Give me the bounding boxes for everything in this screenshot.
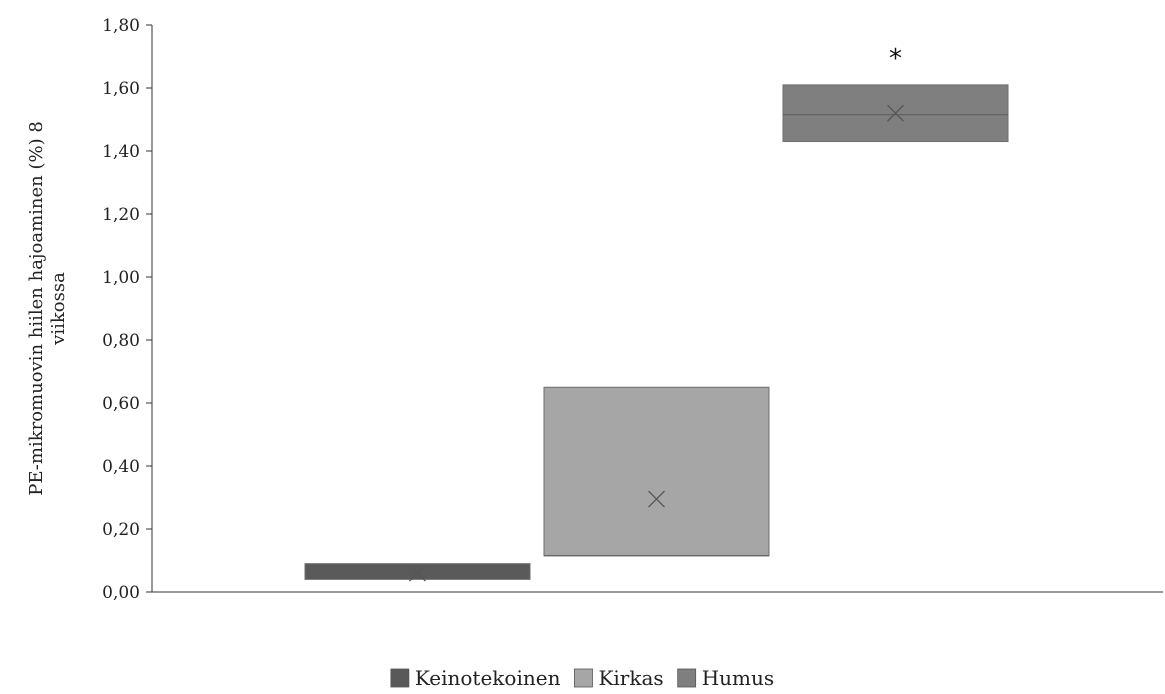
box-kirkas-mean-marker	[648, 490, 665, 508]
y-tick-label: 0,00	[102, 583, 140, 603]
legend-item-kirkas: Kirkas	[574, 666, 664, 690]
y-axis-title-line: viikossa	[48, 272, 69, 346]
y-tick-label: 1,40	[102, 142, 140, 162]
legend: Keinotekoinen Kirkas Humus	[390, 666, 774, 690]
box-humus: *	[782, 44, 1009, 143]
box-kirkas-iqr	[543, 386, 770, 557]
legend-label-humus: Humus	[702, 666, 774, 690]
y-axis-label: PE-mikromuovin hiilen hajoaminen (%) 8vi…	[26, 121, 69, 496]
y-tick-label: 1,80	[102, 16, 140, 36]
y-tick-label: 0,80	[102, 331, 140, 351]
legend-label-kirkas: Kirkas	[598, 666, 663, 690]
legend-label-keinotekoinen: Keinotekoinen	[415, 666, 561, 690]
boxes: *	[304, 44, 1009, 582]
box-keinotekoinen-mean-marker	[409, 564, 426, 582]
legend-item-humus: Humus	[677, 666, 774, 690]
y-axis: 0,00 0,20 0,40 0,60 0,80 1,00 1,20 1,40 1,60 1,80	[102, 16, 153, 603]
significance-annotation: *	[889, 44, 902, 74]
y-axis-title: PE-mikromuovin hiilen hajoaminen (%) 8vi…	[26, 121, 69, 496]
box-kirkas	[543, 386, 770, 557]
legend-swatch-kirkas	[574, 668, 593, 688]
legend-swatch-keinotekoinen	[390, 668, 410, 688]
y-axis-title-line: PE-mikromuovin hiilen hajoaminen (%) 8	[26, 121, 47, 496]
legend-swatch-humus	[677, 668, 697, 688]
y-tick-label: 0,20	[102, 520, 140, 540]
y-tick-label: 1,60	[102, 79, 140, 99]
legend-item-keinotekoinen: Keinotekoinen	[390, 666, 561, 690]
y-tick-label: 0,40	[102, 457, 140, 477]
box-keinotekoinen	[304, 563, 531, 582]
y-tick-label: 1,20	[102, 205, 140, 225]
y-tick-label: 1,00	[102, 268, 140, 288]
y-tick-label: 0,60	[102, 394, 140, 414]
box-humus-mean-marker	[887, 104, 904, 122]
